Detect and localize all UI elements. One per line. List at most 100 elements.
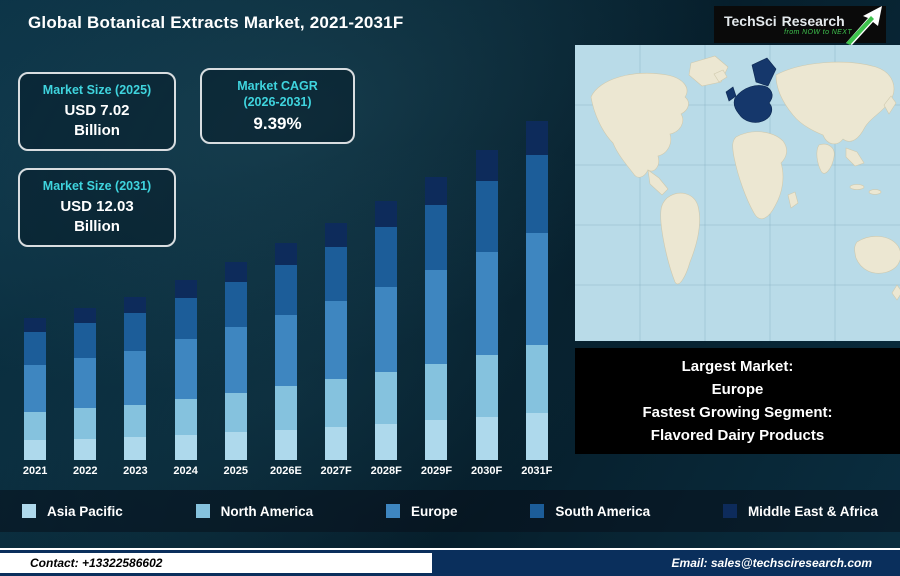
email-text: Email: sales@techsciresearch.com [671, 556, 872, 570]
bar-segment-south-america [325, 247, 348, 302]
bar-segment-asia-pacific [325, 426, 348, 460]
legend-label-north-america: North America [220, 503, 314, 519]
market-size-2025-unit: Billion [74, 122, 120, 139]
market-size-2025-value: USD 7.02 [64, 102, 130, 119]
legend-swatch-middle-east-africa [722, 504, 737, 518]
bar-segment-europe [224, 327, 247, 393]
legend-swatch-north-america [195, 504, 210, 518]
bar-segment-europe [525, 233, 548, 345]
bar-2028f: 2028F [371, 201, 402, 477]
market-cagr-box: Market CAGR (2026-2031) 9.39% [200, 68, 355, 144]
legend-swatch-europe [385, 504, 400, 518]
bar-segment-europe [24, 364, 47, 412]
bar-segment-europe [124, 350, 147, 405]
bar-segment-europe [174, 339, 197, 399]
legend-swatch-asia-pacific [22, 504, 36, 518]
bar-segment-middle-east-africa [475, 150, 498, 182]
bar-segment-north-america [224, 392, 247, 433]
bar-segment-north-america [525, 344, 548, 413]
market-size-2025-label: Market Size (2025) [42, 83, 152, 97]
bar-segment-asia-pacific [24, 440, 47, 460]
callout-line-3: Fastest Growing Segment: [642, 404, 833, 421]
footer-bar: Contact: +13322586602 Email: sales@techs… [0, 548, 900, 576]
bar-segment-south-america [375, 227, 398, 287]
legend-label-south-america: South America [555, 503, 651, 519]
bar-segment-north-america [425, 363, 448, 421]
bar-segment-middle-east-africa [174, 279, 197, 298]
bar-segment-asia-pacific [274, 429, 297, 460]
bar-segment-asia-pacific [74, 438, 97, 460]
bar-segment-south-america [425, 205, 448, 271]
bar-segment-south-america [24, 331, 47, 365]
logo-name-part1: TechSci [724, 13, 777, 29]
bar-segment-europe [425, 270, 448, 364]
market-size-2025-box: Market Size (2025) USD 7.02 Billion [18, 72, 176, 151]
chart-legend: Asia Pacific North America Europe South Ame… [0, 490, 900, 532]
bar-segment-middle-east-africa [74, 307, 97, 324]
x-axis-label-2029f: 2029F [420, 465, 453, 477]
x-axis-label-2021: 2021 [22, 465, 48, 477]
bar-2023: 2023 [123, 296, 148, 477]
market-cagr-label-line2: (2026-2031) [243, 95, 312, 109]
bar-segment-north-america [375, 371, 398, 424]
x-axis-label-2030f: 2030F [471, 465, 503, 477]
bar-segment-north-america [74, 408, 97, 439]
logo-name-part2: Research [781, 13, 845, 29]
legend-label-europe: Europe [410, 503, 458, 519]
bar-2025: 2025 [224, 262, 248, 477]
bar-segment-europe [375, 286, 398, 372]
bar-segment-asia-pacific [124, 437, 147, 460]
bar-segment-south-america [124, 313, 147, 351]
bar-segment-south-america [274, 265, 297, 315]
arrow-icon [846, 6, 882, 45]
bar-segment-north-america [475, 354, 498, 417]
bar-segment-south-america [475, 181, 498, 253]
bar-segment-north-america [124, 404, 147, 438]
bar-segment-europe [274, 314, 297, 387]
bar-segment-north-america [174, 398, 197, 435]
bar-2029f: 2029F [421, 176, 452, 477]
bar-segment-middle-east-africa [325, 223, 348, 248]
x-axis-label-2028f: 2028F [370, 465, 402, 477]
bar-segment-asia-pacific [174, 434, 197, 460]
bar-segment-asia-pacific [425, 420, 448, 460]
x-axis-label-2024: 2024 [173, 465, 198, 477]
legend-item-middle-east-africa: Middle East & Africa [722, 503, 878, 519]
largest-market-callout: Largest Market: Europe Fastest Growing S… [575, 348, 900, 454]
bar-segment-south-america [174, 297, 197, 340]
legend-swatch-south-america [530, 504, 545, 518]
page-title: Global Botanical Extracts Market, 2021-2… [28, 13, 404, 32]
legend-item-europe: Europe [385, 503, 458, 519]
x-axis-label-2022: 2022 [73, 465, 98, 477]
logo-tagline: from NOW to NEXT [784, 29, 852, 36]
bar-segment-europe [325, 301, 348, 380]
world-map [575, 45, 900, 341]
bar-2031f: 2031F [521, 121, 552, 477]
bar-segment-south-america [525, 155, 548, 234]
market-size-2031-unit: Billion [74, 218, 120, 235]
bar-segment-asia-pacific [525, 412, 548, 460]
x-axis-label-2027f: 2027F [320, 465, 352, 477]
legend-item-asia-pacific: Asia Pacific [22, 504, 123, 519]
bar-segment-asia-pacific [224, 432, 247, 460]
legend-item-south-america: South America [530, 504, 650, 519]
bar-segment-middle-east-africa [525, 121, 548, 156]
bar-segment-south-america [74, 323, 97, 359]
market-size-2031-value: USD 12.03 [60, 198, 134, 215]
market-size-2031-label: Market Size (2031) [42, 179, 152, 193]
legend-label-middle-east-africa: Middle East & Africa [747, 503, 878, 519]
x-axis-label-2026e: 2026E [270, 465, 302, 477]
x-axis-label-2031f: 2031F [521, 465, 553, 477]
bar-2022: 2022 [73, 307, 97, 477]
bar-segment-middle-east-africa [425, 176, 448, 206]
bar-2021: 2021 [23, 317, 47, 477]
bar-segment-europe [475, 252, 498, 355]
bar-segment-south-america [224, 282, 247, 328]
market-cagr-label-line1: Market CAGR [237, 79, 318, 93]
legend-label-asia-pacific: Asia Pacific [47, 503, 123, 519]
bar-segment-middle-east-africa [375, 201, 398, 228]
techsci-logo: TechSci Research from NOW to NEXT [714, 6, 886, 45]
bar-segment-middle-east-africa [124, 296, 147, 314]
bar-segment-north-america [274, 386, 297, 430]
